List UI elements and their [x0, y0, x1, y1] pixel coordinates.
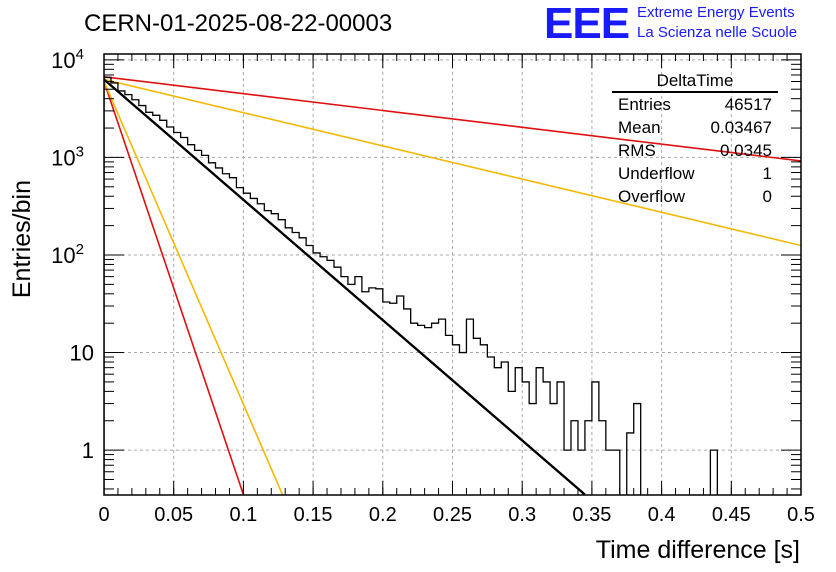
histogram-steps	[104, 76, 719, 495]
fit-line-overlay	[104, 78, 586, 495]
x-tick-label: 0.05	[154, 504, 193, 526]
stat-value: 0.0345	[720, 141, 772, 160]
stat-value: 0	[762, 187, 772, 206]
stats-row-entries: Entries 46517	[610, 93, 782, 116]
tick-labels: 0 0.05 0.1 0.15 0.2 0.25 0.3 0.35 0.4 0.45 0.51101…	[51, 46, 815, 526]
grid	[104, 54, 801, 495]
eee-logo: EEE	[544, 0, 630, 48]
stats-row-rms: RMS 0.0345	[610, 139, 782, 162]
stat-label: RMS	[618, 141, 656, 160]
eee-subtitle-1: Extreme Energy Events	[637, 4, 795, 21]
stat-label: Underflow	[618, 164, 695, 183]
x-tick-label: 0.35	[572, 504, 611, 526]
histogram-layer	[104, 76, 719, 495]
stats-row-overflow: Overflow 0	[610, 185, 782, 208]
stats-title: DeltaTime	[612, 70, 778, 93]
ticks	[103, 54, 802, 495]
x-tick-label: 0.5	[787, 504, 815, 526]
stat-value: 0.03467	[710, 118, 772, 137]
stat-label: Mean	[618, 118, 661, 137]
eee-subtitle-2: La Scienza nelle Scuole	[637, 24, 798, 41]
y-tick-label: 103	[51, 143, 84, 170]
x-tick-label: 0.4	[648, 504, 676, 526]
x-axis-label: Time difference [s]	[596, 536, 800, 564]
y-tick-label: 102	[51, 241, 84, 268]
stats-box: DeltaTime Entries 46517 Mean 0.03467 RMS…	[610, 70, 782, 208]
stat-label: Entries	[618, 95, 671, 114]
fit-line-orange-steep	[104, 81, 284, 495]
run-title: CERN-01-2025-08-22-00003	[84, 10, 393, 37]
stats-row-underflow: Underflow 1	[610, 162, 782, 185]
fit-line-red-shallow	[104, 76, 801, 162]
y-tick-label: 1	[82, 438, 94, 463]
y-tick-label: 104	[51, 46, 84, 73]
stat-value: 46517	[724, 95, 772, 114]
stats-row-mean: Mean 0.03467	[610, 116, 782, 139]
stat-value: 1	[762, 164, 772, 183]
x-tick-label: 0	[98, 504, 109, 526]
fit-line-red-steep	[104, 81, 245, 495]
x-tick-label: 0.3	[508, 504, 536, 526]
fit-line-orange-shallow	[104, 78, 801, 247]
stat-label: Overflow	[618, 187, 686, 206]
x-tick-label: 0.25	[433, 504, 472, 526]
x-tick-label: 0.2	[369, 504, 397, 526]
x-tick-label: 0.45	[712, 504, 751, 526]
y-axis-label: Entries/bin	[8, 180, 36, 298]
y-tick-label: 10	[70, 341, 94, 366]
x-tick-label: 0.1	[229, 504, 257, 526]
x-tick-label: 0.15	[294, 504, 333, 526]
